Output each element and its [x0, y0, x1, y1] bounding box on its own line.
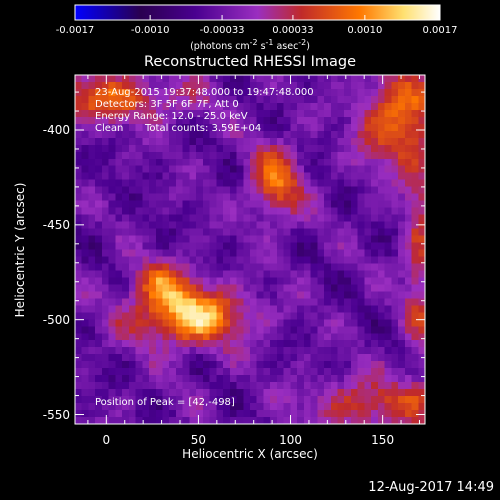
x-axis-label: Heliocentric X (arcsec) — [182, 447, 318, 461]
colorbar-unit: (photons cm-2 s-1 asec-2) — [190, 38, 310, 53]
colorbar-tick-label: -0.00033 — [199, 25, 245, 36]
x-tick-label: 150 — [371, 433, 395, 447]
energy-range-label: Energy Range: 12.0 - 25.0 keV — [95, 111, 248, 122]
colorbar — [74, 4, 441, 21]
colorbar-tick-label: 0.0017 — [422, 25, 458, 36]
y-axis-label: Heliocentric Y (arcsec) — [13, 182, 27, 318]
time-range-label: 23-Aug-2015 19:37:48.000 to 19:47:48.000 — [95, 87, 314, 98]
peak-position-label: Position of Peak = [42,-498] — [95, 397, 235, 408]
colorbar-tick-label: -0.0017 — [55, 25, 95, 36]
timestamp: 12-Aug-2017 14:49 — [368, 480, 494, 495]
detectors-label: Detectors: 3F 5F 6F 7F, Att 0 — [95, 99, 239, 110]
y-tick-label: -400 — [42, 123, 70, 137]
colorbar-tick-label: 0.0010 — [347, 25, 383, 36]
x-tick-label: 100 — [279, 433, 302, 447]
colorbar-ticks — [74, 15, 441, 20]
colorbar-tick-label: -0.0010 — [130, 25, 170, 36]
x-tick-label: 0 — [102, 433, 111, 447]
y-tick-label: -550 — [42, 407, 70, 422]
y-tick-label: -450 — [42, 217, 70, 232]
y-tick-label: -500 — [42, 312, 70, 327]
chart-title: Reconstructed RHESSI Image — [143, 54, 356, 70]
total-counts-label: Total counts: 3.59E+04 — [145, 123, 262, 134]
x-tick-label: 50 — [190, 433, 207, 447]
colorbar-tick-label: 0.00033 — [272, 25, 314, 36]
algorithm-label: Clean — [95, 123, 124, 134]
